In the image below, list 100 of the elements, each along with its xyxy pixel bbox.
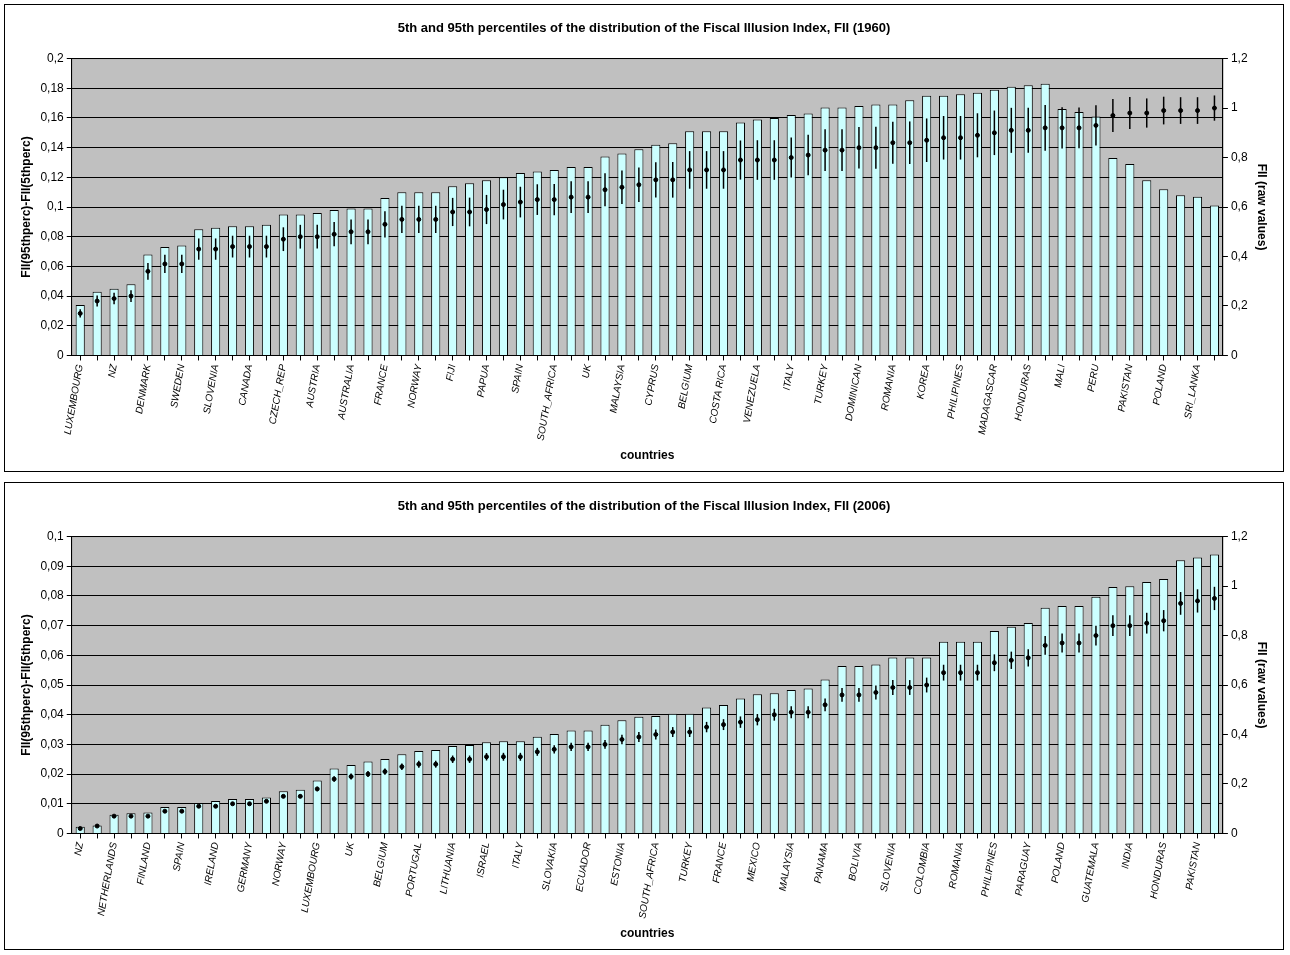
x-tick-label: VENEZUELA xyxy=(740,363,763,424)
x-tick-label: COSTA RICA xyxy=(706,363,729,425)
y-tick-label: 0,09 xyxy=(40,558,65,573)
x-tick-label: BELGIUM xyxy=(371,840,390,888)
y-tick-label: 0,16 xyxy=(40,110,65,125)
y2-axis-title: FII (raw values) xyxy=(1255,641,1270,729)
y2-tick-label: 0,4 xyxy=(1230,248,1248,263)
x-tick-label: ESTONIA xyxy=(608,841,627,887)
x-tick-label: CANADA xyxy=(236,363,255,407)
y-tick-label: 0,05 xyxy=(40,677,65,692)
x-tick-label: MALAYSIA xyxy=(776,841,796,892)
x-tick-label: POLAND xyxy=(1150,363,1169,406)
x-tick-label: DENMARK xyxy=(133,362,153,415)
y2-tick-label: 0,4 xyxy=(1230,726,1248,741)
x-tick-label: PERU xyxy=(1085,362,1101,393)
y-axis-title: FII(95thperc)-FII(5thperc) xyxy=(18,136,33,278)
x-tick-label: TURKEY xyxy=(811,362,831,406)
y2-tick-label: 0,2 xyxy=(1230,776,1248,791)
y-tick-label: 0,1 xyxy=(47,199,65,214)
y-tick-label: 0,1 xyxy=(47,528,65,543)
y2-tick-label: 0,6 xyxy=(1230,199,1248,214)
y-tick-label: 0,07 xyxy=(40,617,65,632)
y2-tick-label: 0,8 xyxy=(1230,627,1248,642)
y-tick-label: 0,06 xyxy=(40,647,65,662)
x-tick-label: UK xyxy=(579,362,594,380)
y2-tick-label: 1 xyxy=(1230,578,1238,593)
y-tick-label: 0,04 xyxy=(40,288,65,303)
y-tick-label: 0 xyxy=(57,347,65,362)
x-tick-label: PHILIPINES xyxy=(944,363,966,420)
y2-tick-label: 0,2 xyxy=(1230,298,1248,313)
x-tick-label: FINLAND xyxy=(134,841,153,886)
x-tick-label: IRELAND xyxy=(202,841,221,887)
x-tick-label: SLOVAKIA xyxy=(539,841,559,892)
chart-title: 5th and 95th percentiles of the distribution of the Fiscal Illusion Index, FII (1960) xyxy=(397,20,891,36)
x-tick-label: POLAND xyxy=(1048,841,1067,884)
x-tick-label: SPAIN xyxy=(509,362,526,395)
y2-tick-label: 1 xyxy=(1230,100,1238,115)
x-tick-label: LITHUANIA xyxy=(437,841,458,895)
x-tick-label: SPAIN xyxy=(170,840,187,873)
y2-tick-label: 0,6 xyxy=(1230,677,1248,692)
y-tick-label: 0 xyxy=(57,825,65,840)
x-tick-label: ROMANIA xyxy=(946,841,966,890)
x-tick-label: MALAYSIA xyxy=(607,363,627,414)
x-tick-label: NORWAY xyxy=(269,840,289,887)
x-tick-label: PARAGUAY xyxy=(1012,840,1034,897)
x-tick-label: FRANCE xyxy=(710,841,729,884)
x-tick-label: HONDURAS xyxy=(1147,841,1169,900)
y-axis-title: FII(95thperc)-FII(5thperc) xyxy=(18,614,33,756)
x-tick-label: DOMINICAN xyxy=(842,362,864,422)
y2-tick-label: 0,8 xyxy=(1230,149,1248,164)
x-tick-label: BELGIUM xyxy=(675,362,695,410)
y2-tick-label: 0 xyxy=(1230,825,1238,840)
x-tick-label: CZECH_REP xyxy=(266,363,289,425)
y-tick-label: 0,12 xyxy=(40,169,65,184)
x-tick-label: PAKISTAN xyxy=(1183,840,1203,891)
y-tick-label: 0,08 xyxy=(40,229,65,244)
x-tick-label: ITALY xyxy=(780,362,797,392)
x-tick-label: CYPRUS xyxy=(642,363,661,407)
x-tick-label: ROMANIA xyxy=(878,363,898,412)
x-tick-label: TURKEY xyxy=(676,840,695,884)
x-tick-label: FRANCE xyxy=(371,363,390,406)
x-tick-label: FIJI xyxy=(443,363,458,382)
y-tick-label: 0,06 xyxy=(40,258,65,273)
y2-axis-title: FII (raw values) xyxy=(1255,163,1270,251)
x-tick-label: AUSTRALIA xyxy=(335,363,356,422)
x-tick-label: NZ xyxy=(71,840,86,857)
x-tick-label: PAKISTAN xyxy=(1115,362,1135,413)
y2-tick-label: 0 xyxy=(1230,347,1238,362)
x-tick-label: HONDURAS xyxy=(1012,363,1033,422)
y-tick-label: 0,2 xyxy=(47,50,65,65)
x-tick-label: KOREA xyxy=(914,363,932,400)
y-tick-label: 0,01 xyxy=(40,796,65,811)
y-tick-label: 0,02 xyxy=(40,318,65,333)
x-tick-label: PANAMA xyxy=(811,841,830,885)
y-tick-label: 0,18 xyxy=(40,80,65,95)
x-tick-label: PORTUGAL xyxy=(403,841,424,898)
x-tick-label: PHILIPINES xyxy=(978,841,1000,898)
x-tick-label: INDIA xyxy=(1119,841,1135,870)
x-tick-label: GUATEMALA xyxy=(1079,841,1101,904)
y-tick-label: 0,02 xyxy=(40,766,65,781)
x-tick-label: MEXICO xyxy=(744,841,763,883)
y-tick-label: 0,08 xyxy=(40,588,65,603)
x-tick-label: PAPUA xyxy=(474,363,492,398)
x-tick-label: ECUADOR xyxy=(573,841,593,893)
x-tick-label: COLOMBIA xyxy=(911,841,932,896)
x-tick-label: ITALY xyxy=(509,840,526,870)
x-tick-label: ISRAEL xyxy=(474,841,492,879)
x-axis-title: countries xyxy=(620,448,675,463)
x-tick-label: GERMANY xyxy=(234,840,255,894)
y2-tick-label: 1,2 xyxy=(1230,528,1248,543)
y2-tick-label: 1,2 xyxy=(1230,50,1248,65)
x-tick-label: AUSTRIA xyxy=(303,363,322,409)
x-tick-label: SLOVENIA xyxy=(877,841,898,893)
chart-title: 5th and 95th percentiles of the distribution of the Fiscal Illusion Index, FII (2006) xyxy=(397,498,891,514)
x-tick-label: NZ xyxy=(105,362,119,379)
x-tick-label: SWEDEN xyxy=(168,362,187,409)
y-tick-label: 0,03 xyxy=(40,736,65,751)
x-tick-label: MALI xyxy=(1051,363,1067,389)
x-tick-label: SLOVENIA xyxy=(200,363,221,415)
x-tick-label: BOLIVIA xyxy=(846,841,864,882)
